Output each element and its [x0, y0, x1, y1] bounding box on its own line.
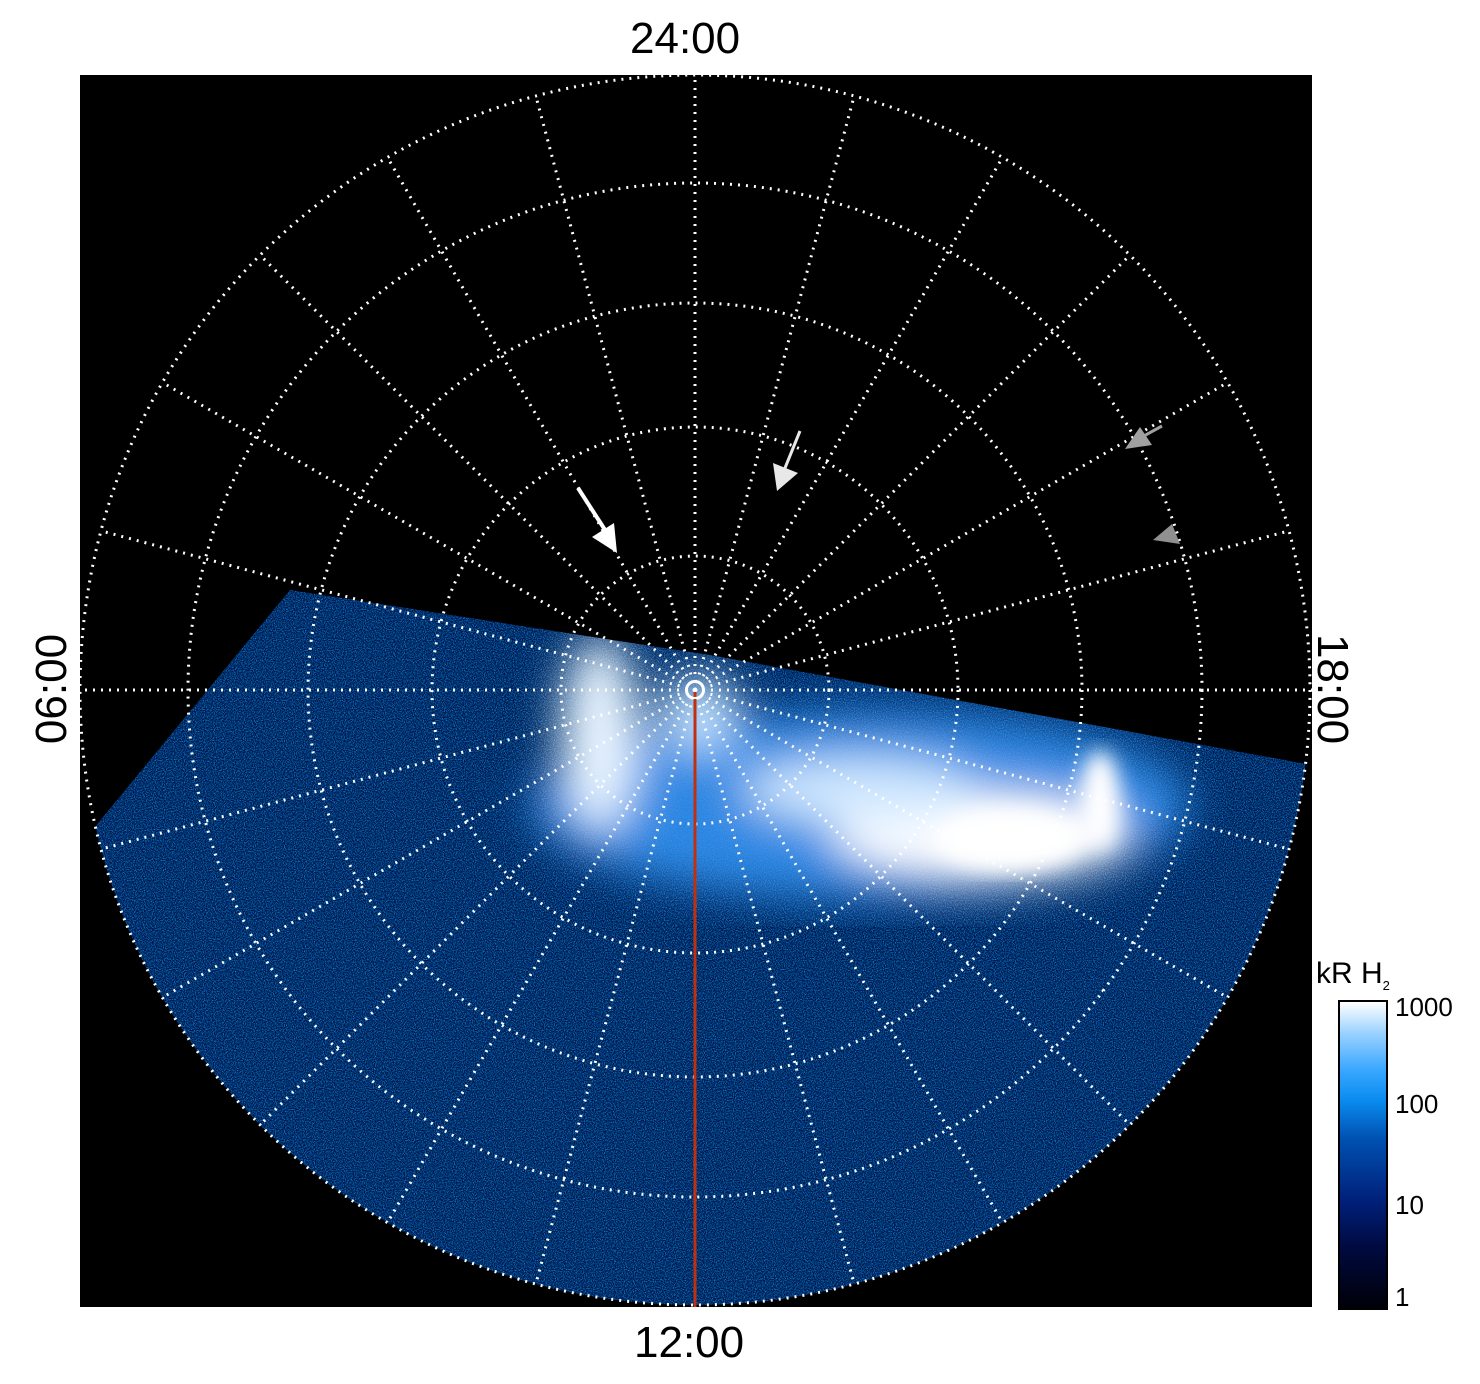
local-time-meridian [693, 156, 1004, 691]
colorbar-subscript: 2 [1382, 978, 1390, 993]
latitude-circle [306, 301, 1084, 1079]
arrow-gray-1 [1125, 424, 1163, 449]
local-time-meridian [694, 529, 1290, 692]
local-time-meridian [100, 529, 696, 692]
latitude-circle [430, 425, 960, 955]
local-time-meridian [386, 156, 697, 691]
colorbar-title: kR H2 [1316, 957, 1390, 993]
colorbar [1338, 1000, 1388, 1310]
local-time-meridian [693, 95, 856, 691]
local-time-meridian [161, 688, 696, 999]
local-time-meridian [259, 254, 697, 692]
local-time-meridian [534, 95, 697, 691]
local-time-meridian [693, 689, 856, 1285]
local-time-meridian [259, 688, 697, 1126]
colorbar-tick-1000: 1000 [1395, 992, 1453, 1022]
local-time-meridian [694, 688, 1229, 999]
polar-aurora-plot [80, 75, 1312, 1307]
label-24-00: 24:00 [630, 14, 741, 63]
latitude-circle [559, 554, 831, 826]
label-18-00: 18:00 [1308, 633, 1357, 745]
arrow-white-2 [773, 430, 802, 491]
pole-marker [686, 681, 704, 699]
colorbar-unit: kR H [1316, 957, 1383, 990]
colorbar-tick-100: 100 [1395, 1089, 1439, 1119]
local-time-meridian [161, 381, 696, 692]
local-time-meridian [534, 689, 697, 1285]
arrow-white-1 [576, 486, 617, 553]
local-time-meridian [386, 689, 697, 1224]
latitude-circle [186, 181, 1204, 1199]
colorbar-tick-1: 1 [1395, 1282, 1410, 1312]
arrow-gray-2 [1153, 524, 1180, 544]
local-time-meridian [693, 254, 1131, 692]
local-time-meridian [694, 688, 1290, 851]
label-12-00: 12:00 [634, 1318, 745, 1367]
latitude-circle [80, 75, 1312, 1307]
label-06-00: 06:00 [27, 633, 76, 745]
local-time-meridian [693, 689, 1004, 1224]
local-time-meridian [693, 688, 1131, 1126]
colorbar-tick-10: 10 [1395, 1190, 1424, 1220]
local-time-meridian [100, 688, 696, 851]
